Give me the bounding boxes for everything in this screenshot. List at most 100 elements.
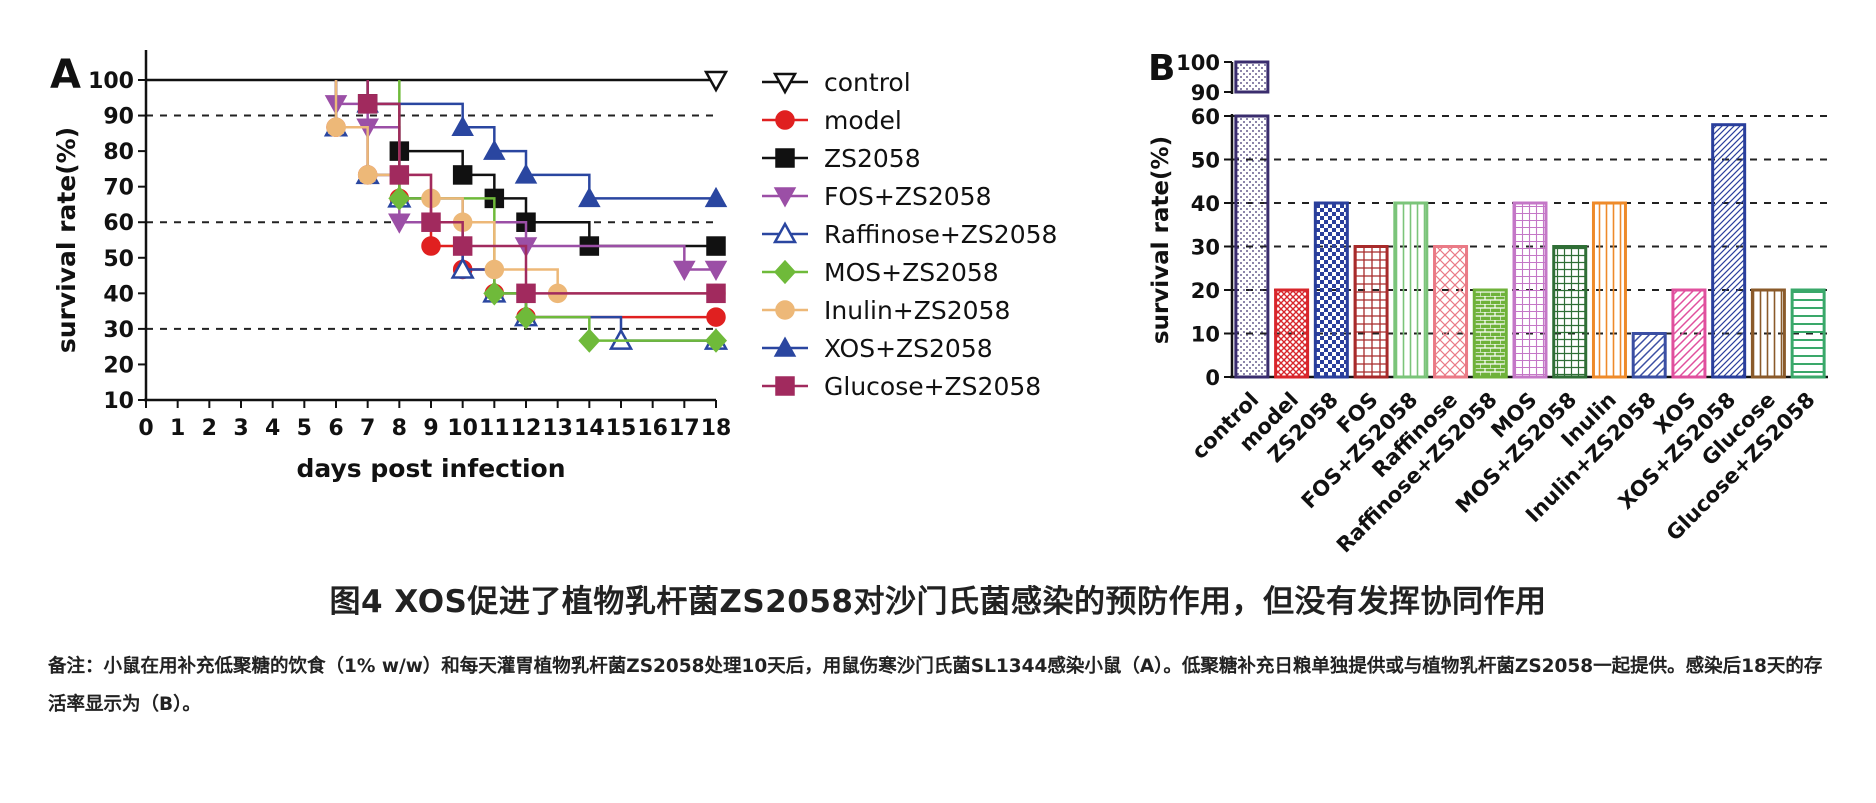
x-tick-label: 9 <box>423 416 438 441</box>
x-tick-label: 3 <box>233 416 248 441</box>
x-tick-label: 2 <box>202 416 217 441</box>
data-point <box>704 186 728 208</box>
bar <box>1353 245 1389 379</box>
data-point <box>516 283 536 304</box>
y-axis-title: survival rate(%) <box>1148 136 1174 344</box>
x-tick-label: 10 <box>447 416 478 441</box>
y-tick-label: 80 <box>103 140 134 165</box>
series-control <box>146 70 729 93</box>
bar <box>1433 245 1469 379</box>
x-tick-label: 17 <box>669 416 700 441</box>
y-tick-label: 30 <box>1191 236 1220 260</box>
data-point <box>389 165 410 185</box>
legend-label: Glucose+ZS2058 <box>824 372 1041 401</box>
y-tick-label: 60 <box>103 211 134 236</box>
figure-caption-note: 备注：小鼠在用补充低聚糖的饮食（1% w/w）和每天灌胃植物乳杆菌ZS2058处… <box>48 656 1823 715</box>
data-point <box>357 165 378 185</box>
series-line <box>366 80 716 295</box>
y-tick-label: 10 <box>103 389 134 414</box>
y-tick-label: 100 <box>1176 51 1220 75</box>
panel-label-a: A <box>50 52 81 98</box>
y-tick-label: 90 <box>103 105 134 130</box>
y-tick-label: 60 <box>1191 105 1220 129</box>
legend-label: Raffinose+ZS2058 <box>824 220 1057 249</box>
bar <box>1790 288 1826 379</box>
bar <box>1472 288 1508 379</box>
bar <box>1591 201 1627 379</box>
data-point <box>704 328 728 353</box>
y-tick-label: 20 <box>103 353 134 378</box>
legend-entry: ZS2058 <box>762 144 921 173</box>
x-tick-label: 12 <box>511 416 542 441</box>
data-point <box>326 117 346 138</box>
legend-marker <box>775 300 795 320</box>
legend-marker <box>773 187 797 208</box>
data-point <box>514 305 538 330</box>
bar <box>1274 288 1310 379</box>
data-point <box>514 163 538 184</box>
y-tick-label: 50 <box>1191 149 1220 173</box>
data-point <box>704 260 728 282</box>
series-glucose-zs2058 <box>357 80 726 304</box>
bar <box>1631 332 1667 379</box>
y-tick-label: 50 <box>103 247 134 272</box>
x-tick-label: 14 <box>574 416 605 441</box>
data-point <box>452 236 473 256</box>
y-tick-label: 90 <box>1191 81 1220 105</box>
y-tick-label: 30 <box>103 318 134 343</box>
legend-entry: Raffinose+ZS2058 <box>762 220 1057 249</box>
legend-entry: Glucose+ZS2058 <box>762 372 1041 401</box>
x-axis-title: days post infection <box>297 454 566 483</box>
data-point <box>706 236 726 256</box>
legend-label: model <box>824 106 902 135</box>
data-point <box>484 259 505 280</box>
legend-marker <box>773 336 797 357</box>
legend-label: control <box>824 68 911 97</box>
data-point <box>483 281 506 306</box>
x-tick-label: 4 <box>265 416 280 441</box>
x-tick-label: 5 <box>297 416 312 441</box>
data-point <box>578 186 601 208</box>
series-zs2058 <box>357 80 726 256</box>
legend-entry: XOS+ZS2058 <box>762 334 993 363</box>
bar <box>1711 123 1747 379</box>
x-tick-label: 13 <box>542 416 573 441</box>
data-point <box>483 139 506 160</box>
data-point <box>450 256 475 279</box>
data-point <box>451 115 474 137</box>
legend-entry: MOS+ZS2058 <box>762 258 999 287</box>
y-tick-label: 0 <box>1205 366 1220 390</box>
legend-label: XOS+ZS2058 <box>824 334 993 363</box>
data-point <box>357 94 378 114</box>
series-line <box>334 80 716 295</box>
y-tick-label: 20 <box>1191 279 1220 303</box>
legend-marker <box>775 148 795 168</box>
legend-marker <box>775 376 795 396</box>
figure-caption-title: 图4 XOS促进了植物乳杆菌ZS2058对沙门氏菌感染的预防作用，但没有发挥协同… <box>329 584 1547 620</box>
series-xos-zs2058 <box>356 80 728 208</box>
panel-label-b: B <box>1148 48 1175 89</box>
x-tick-label: 16 <box>637 416 668 441</box>
x-tick-label: 8 <box>392 416 407 441</box>
data-point <box>703 70 729 93</box>
y-axis-title: survival rate(%) <box>52 127 81 353</box>
bar <box>1750 288 1786 379</box>
data-point <box>706 307 726 327</box>
x-tick-label: 0 <box>138 416 153 441</box>
legend-label: FOS+ZS2058 <box>824 182 992 211</box>
data-point <box>706 283 726 304</box>
bar-upper-segment <box>1234 60 1270 94</box>
data-point <box>421 236 441 256</box>
legend-entry: model <box>762 106 902 135</box>
x-tick-label: 1 <box>170 416 185 441</box>
y-tick-label: 70 <box>103 176 134 201</box>
x-tick-label: 18 <box>701 416 732 441</box>
data-point <box>388 186 411 211</box>
legend-label: Inulin+ZS2058 <box>824 296 1010 325</box>
legend-entry: control <box>762 68 911 97</box>
x-tick-label: 6 <box>328 416 343 441</box>
bar <box>1671 288 1707 379</box>
